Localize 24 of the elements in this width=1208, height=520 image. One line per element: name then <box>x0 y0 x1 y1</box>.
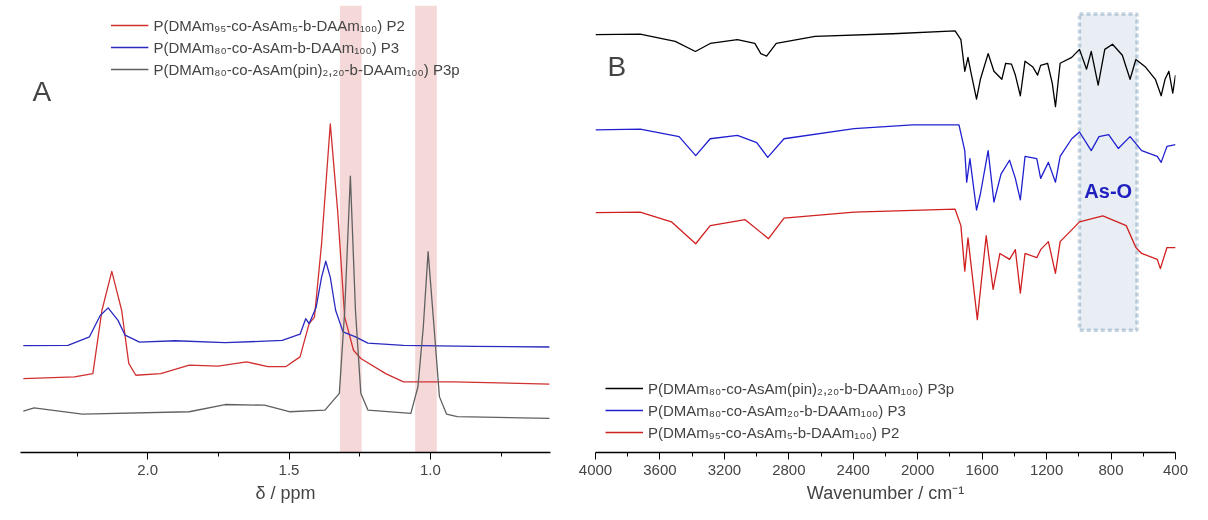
x-tick-label: 1.0 <box>419 460 441 478</box>
x-tick-label: 1600 <box>965 460 999 478</box>
x-tick-label: 1.5 <box>278 460 300 478</box>
x-tick-label: 1200 <box>1029 460 1064 478</box>
x-tick-label: 3200 <box>707 460 742 478</box>
x-tick-label: 2400 <box>836 460 870 478</box>
x-tick-label: 2000 <box>901 460 935 478</box>
x-axis-title: δ / ppm <box>255 482 316 503</box>
band-label: As-O <box>1084 180 1133 203</box>
x-tick-label: 3600 <box>643 460 677 478</box>
legend-label: P(DMAm₉₅-co-AsAm₅-b-DAAm₁₀₀) P2 <box>648 423 900 441</box>
annotation: B <box>607 50 627 82</box>
legend-label: P(DMAm₈₀-co-AsAm₂₀-b-DAAm₁₀₀) P3 <box>648 401 906 419</box>
x-tick-label: 4000 <box>578 460 613 478</box>
legend-label: P(DMAm₈₀-co-AsAm(pin)₂,₂₀-b-DAAm₁₀₀) P3p <box>648 379 955 397</box>
x-tick-label: 400 <box>1162 460 1189 478</box>
text: A <box>32 75 52 107</box>
legend-label: P(DMAm₉₅-co-AsAm₅-b-DAAm₁₀₀) P2 <box>153 16 405 34</box>
x-tick-label: 800 <box>1098 460 1124 478</box>
legend-label: P(DMAm₈₀-co-AsAm-b-DAAm₁₀₀) P3 <box>153 38 400 56</box>
legend-label: P(DMAm₈₀-co-AsAm(pin)₂,₂₀-b-DAAm₁₀₀) P3p <box>153 60 460 78</box>
x-tick-label: 2800 <box>772 460 806 478</box>
x-axis-title: Wavenumber / cm⁻¹ <box>806 482 965 503</box>
x-tick-label: 2.0 <box>137 460 159 478</box>
